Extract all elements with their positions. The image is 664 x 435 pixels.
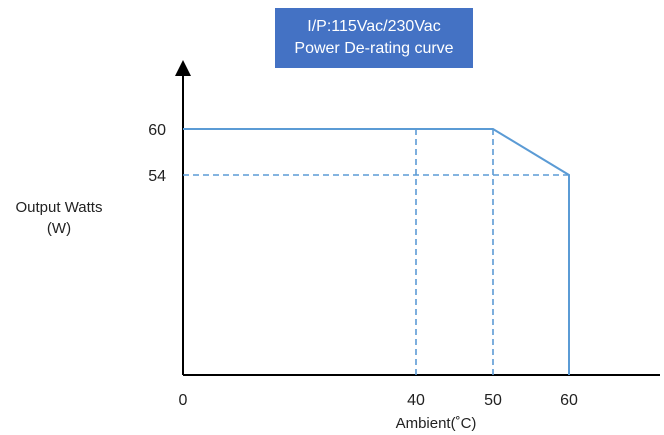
x-axis-label: Ambient(˚C) (396, 415, 477, 432)
x-tick-label-0: 0 (179, 392, 188, 409)
y-axis-label: Output Watts (W) (4, 197, 114, 239)
y-tick-label-54: 54 (148, 168, 166, 185)
derating-curve-line (183, 128, 570, 375)
y-axis-label-line-1: Output Watts (15, 199, 103, 216)
chart-title-box: I/P:115Vac/230Vac Power De-rating curve (275, 8, 473, 68)
x-tick-label-50: 50 (484, 392, 502, 409)
y-tick-label-60: 60 (148, 122, 166, 139)
y-axis-label-line-2: (W) (46, 220, 72, 237)
chart-title-line-1: I/P:115Vac/230Vac (307, 18, 441, 35)
x-tick-label-40: 40 (407, 392, 425, 409)
chart-title-line-2: Power De-rating curve (294, 40, 454, 57)
x-tick-label-60: 60 (560, 392, 578, 409)
